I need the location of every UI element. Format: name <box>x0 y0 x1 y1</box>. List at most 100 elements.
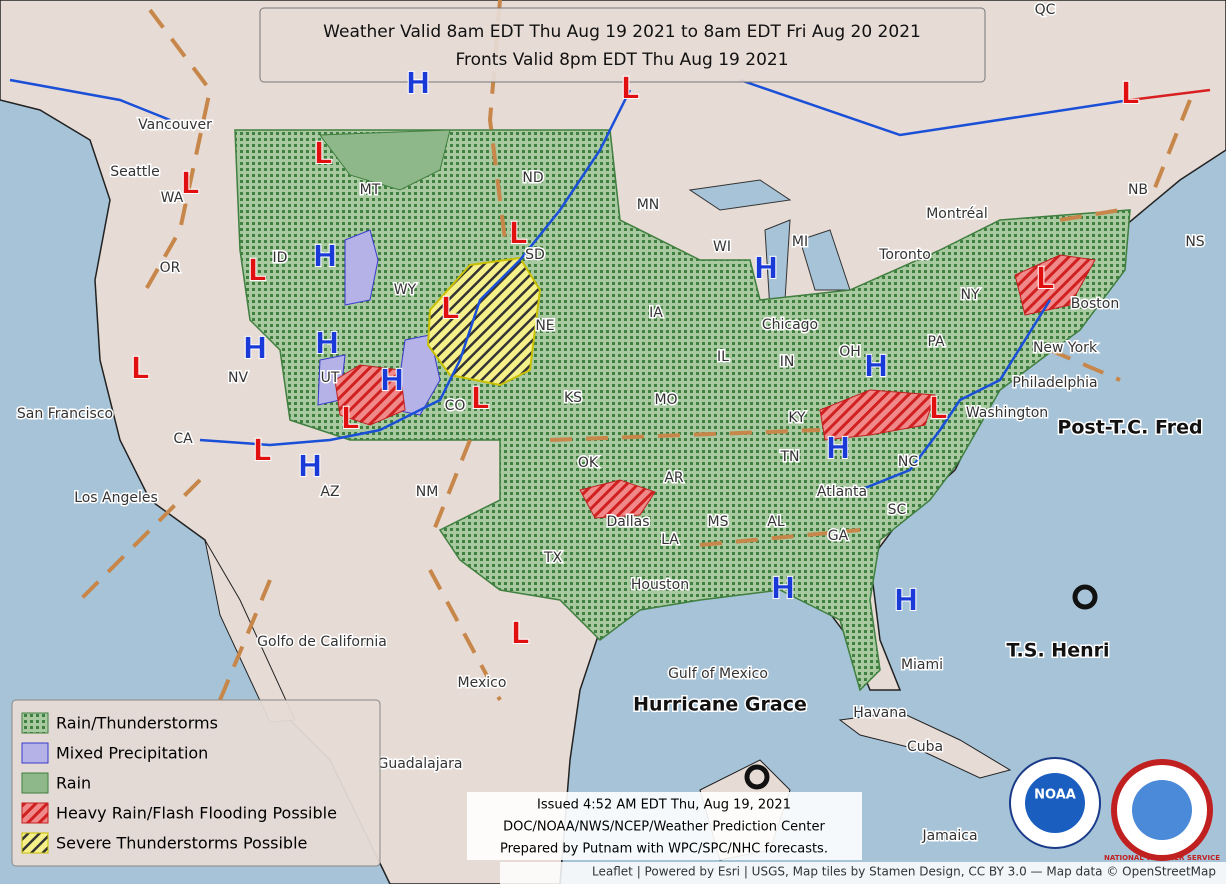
legend: Rain/Thunderstorms Mixed Precipitation R… <box>11 699 381 867</box>
place-label: Philadelphia <box>1012 375 1097 391</box>
place-label: Havana <box>853 705 906 721</box>
pressure-center: H <box>405 67 430 102</box>
fronts <box>9 78 1211 492</box>
place-label: OR <box>160 260 181 276</box>
place-label: NY <box>960 287 979 303</box>
place-label: Guadalajara <box>377 756 462 772</box>
nws-logo-text: NATIONAL WEATHER SERVICE <box>1104 854 1220 862</box>
pressure-center: L <box>1035 262 1054 297</box>
legend-label: Rain <box>56 774 91 793</box>
place-label: MS <box>708 514 729 530</box>
troughs <box>78 0 1192 701</box>
place-label: NV <box>228 370 248 386</box>
place-label: AR <box>664 470 684 486</box>
place-label: Los Angeles <box>74 490 158 506</box>
place-label: MT <box>360 182 381 198</box>
place-label: San Francisco <box>17 406 113 422</box>
pressure-center: L <box>130 352 149 387</box>
legend-swatch <box>21 742 49 764</box>
place-label: OK <box>578 455 599 471</box>
noaa-logo-text: NOAA <box>1034 788 1076 803</box>
pressure-center: H <box>379 364 404 399</box>
rain-area <box>319 129 451 191</box>
storm-label: T.S. Henri <box>1006 640 1109 662</box>
place-label: ND <box>522 170 543 186</box>
issued-box: Issued 4:52 AM EDT Thu, Aug 19, 2021 DOC… <box>467 792 862 860</box>
legend-label: Severe Thunderstorms Possible <box>56 834 307 853</box>
place-label: LA <box>661 532 679 548</box>
logos: NOAA NATIONAL WEATHER SERVICE <box>1009 757 1220 862</box>
place-label: NE <box>535 318 554 334</box>
place-label: Toronto <box>878 247 931 263</box>
legend-swatch <box>21 832 49 854</box>
place-label: MI <box>792 234 808 250</box>
place-label: KY <box>788 410 806 426</box>
pressure-center: L <box>440 292 459 327</box>
place-label: NS <box>1185 234 1204 250</box>
pressure-center: L <box>620 72 639 107</box>
place-label: Golfo de California <box>257 634 387 650</box>
place-label: MO <box>654 392 677 408</box>
place-label: KS <box>564 390 582 406</box>
pressure-center: H <box>314 327 339 362</box>
place-label: QC <box>1035 2 1056 18</box>
place-label: Gulf of Mexico <box>668 666 768 682</box>
title-line: Weather Valid 8am EDT Thu Aug 19 2021 to… <box>323 22 921 42</box>
place-label: Dallas <box>606 514 649 530</box>
cuba <box>838 711 1012 779</box>
place-label: AZ <box>320 484 339 500</box>
place-label: GA <box>828 528 849 544</box>
pressure-center: H <box>312 240 337 275</box>
place-label: Atlanta <box>817 484 867 500</box>
pressure-center: L <box>510 617 529 652</box>
place-label: Cuba <box>907 739 943 755</box>
pressure-center: H <box>753 252 778 287</box>
place-label: WA <box>161 190 184 206</box>
storm-icons <box>744 584 1098 790</box>
issued-line: Issued 4:52 AM EDT Thu, Aug 19, 2021 <box>537 798 791 813</box>
place-label: CO <box>445 398 466 414</box>
place-label: NC <box>898 454 918 470</box>
pressure-center: L <box>470 382 489 417</box>
pressure-center: L <box>1120 77 1139 112</box>
storm-label: Post-T.C. Fred <box>1057 417 1202 439</box>
legend-label: Heavy Rain/Flash Flooding Possible <box>56 804 337 823</box>
place-label: New York <box>1033 340 1098 356</box>
legend-label: Mixed Precipitation <box>56 744 208 763</box>
issued-line: DOC/NOAA/NWS/NCEP/Weather Prediction Cen… <box>503 820 825 835</box>
place-label: Chicago <box>762 317 818 333</box>
pressure-center: H <box>770 572 795 607</box>
legend-swatch <box>21 712 49 734</box>
place-label: Washington <box>966 405 1048 421</box>
legend-label: Rain/Thunderstorms <box>56 714 218 733</box>
attribution[interactable]: Leaflet | Powered by Esri | USGS, Map ti… <box>592 865 1216 879</box>
title-line: Fronts Valid 8pm EDT Thu Aug 19 2021 <box>455 50 788 70</box>
pressure-center: H <box>297 450 322 485</box>
place-label: IA <box>649 305 663 321</box>
issued-line: Prepared by Putnam with WPC/SPC/NHC fore… <box>500 842 828 857</box>
pressure-center: L <box>928 392 947 427</box>
rain-thunderstorms-area <box>234 129 1131 692</box>
place-label: PA <box>927 334 945 350</box>
severe-area <box>426 256 542 387</box>
place-label: CA <box>173 431 193 447</box>
place-label: NM <box>416 484 439 500</box>
pressure-center: L <box>508 217 527 252</box>
pressure-center: L <box>180 167 199 202</box>
place-label: NB <box>1128 182 1148 198</box>
place-label: AL <box>767 514 785 530</box>
pressure-center: L <box>247 254 266 289</box>
place-label: IN <box>780 354 795 370</box>
heavy-rain-area <box>334 254 1096 519</box>
place-label: ID <box>273 250 288 266</box>
place-label: WI <box>713 239 731 255</box>
place-label: UT <box>321 370 340 386</box>
pressure-center: L <box>340 402 359 437</box>
pressure-center: H <box>242 332 267 367</box>
legend-swatch <box>21 772 49 794</box>
place-label: SD <box>525 247 545 263</box>
place-label: Seattle <box>110 164 160 180</box>
place-label: Miami <box>901 657 943 673</box>
place-label: Montréal <box>926 206 988 222</box>
